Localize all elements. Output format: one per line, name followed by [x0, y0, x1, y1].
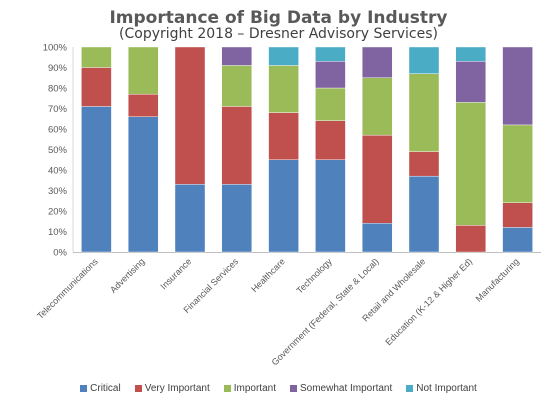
y-tick-label: 30% — [48, 186, 68, 197]
legend-item: Very Important — [134, 383, 210, 394]
bar-segment-critical — [502, 227, 533, 253]
x-tick-label: Advertising — [108, 256, 147, 295]
y-tick-label: 70% — [48, 104, 68, 115]
bar-segment-somewhat-important — [455, 61, 486, 103]
x-tick-label: Telecommunications — [35, 256, 100, 321]
bar-segment-not-important — [455, 46, 486, 62]
bar-segment-somewhat-important — [221, 46, 253, 66]
bar-segment-very-important — [81, 67, 112, 107]
legend-item: Important — [223, 383, 276, 394]
x-tick-label: Healthcare — [249, 256, 287, 294]
legend-swatch — [406, 385, 414, 392]
bar-segment-not-important — [315, 46, 346, 62]
bar-segment-critical — [81, 106, 112, 253]
legend-swatch — [80, 385, 88, 392]
legend-label: Very Important — [144, 383, 210, 394]
x-tick-label: Insurance — [158, 256, 193, 291]
y-tick-label: 0% — [53, 248, 67, 259]
bar-segment-critical — [174, 184, 206, 253]
bar-segment-important — [315, 87, 346, 121]
y-tick-label: 80% — [48, 84, 68, 95]
y-tick-label: 60% — [48, 125, 68, 136]
legend-item: Critical — [80, 383, 121, 394]
bar-segment-critical — [268, 159, 299, 253]
bar-segment-critical — [362, 223, 393, 253]
bar-segment-somewhat-important — [502, 46, 533, 126]
y-tick-label: 10% — [48, 227, 68, 238]
y-tick-label: 40% — [48, 166, 68, 177]
bar-segment-critical — [127, 116, 159, 253]
bar-segment-important — [221, 65, 253, 107]
bar-segment-critical — [408, 175, 440, 253]
bar-segment-very-important — [362, 134, 393, 224]
bar-segment-very-important — [315, 120, 346, 160]
bar-segment-very-important — [455, 225, 486, 253]
bar-segment-important — [81, 46, 112, 68]
legend-label: Not Important — [416, 383, 477, 394]
legend-swatch — [134, 385, 142, 392]
bar-segment-very-important — [502, 202, 533, 228]
y-tick-label: 20% — [48, 207, 68, 218]
bar-segment-important — [502, 124, 533, 204]
legend-item: Not Important — [406, 383, 477, 394]
legend-label: Somewhat Important — [299, 383, 393, 394]
bar-segment-somewhat-important — [362, 46, 393, 78]
bar-segment-very-important — [268, 112, 299, 160]
x-tick-label: Technology — [295, 256, 335, 296]
bar-segment-important — [455, 102, 486, 226]
y-tick-label: 90% — [48, 63, 68, 74]
x-tick-labels: Telecommunications Advertising InsuranceFi… — [35, 256, 521, 367]
chart-title: Importance of Big Data by Industry — [109, 8, 448, 28]
bar-segment-very-important — [127, 93, 159, 117]
bar-segment-important — [127, 46, 159, 95]
bar-segment-important — [362, 77, 393, 136]
y-tick-labels: 0% 10% 20% 30% 40% 50% 60% 70% 80% 90% 100% — [43, 43, 68, 259]
legend-swatch — [223, 385, 231, 392]
bar-segment-very-important — [174, 46, 206, 185]
bar-segment-not-important — [268, 46, 299, 66]
bar-segment-somewhat-important — [315, 61, 346, 89]
bar-segment-not-important — [408, 46, 440, 74]
bar-segment-very-important — [221, 106, 253, 185]
bar-segment-very-important — [408, 151, 440, 177]
legend-label: Important — [233, 383, 276, 394]
bar-segment-critical — [315, 159, 346, 253]
y-tick-label: 50% — [48, 145, 68, 156]
bar-segment-critical — [221, 184, 253, 253]
legend-label: Critical — [90, 383, 121, 394]
bar-segment-important — [268, 65, 299, 113]
legend-item: Somewhat Important — [289, 383, 393, 394]
legend-swatch — [289, 385, 297, 392]
bar-segment-important — [408, 73, 440, 152]
legend: Critical Very Important Important Somewhat … — [0, 383, 557, 394]
x-tick-label: Manufacturing — [474, 256, 521, 303]
x-tick-label: Education (K-12 & Higher Ed) — [383, 256, 474, 347]
y-tick-label: 100% — [43, 43, 68, 54]
chart-subtitle: (Copyright 2018 – Dresner Advisory Servi… — [119, 26, 438, 42]
bars-group — [81, 46, 533, 253]
